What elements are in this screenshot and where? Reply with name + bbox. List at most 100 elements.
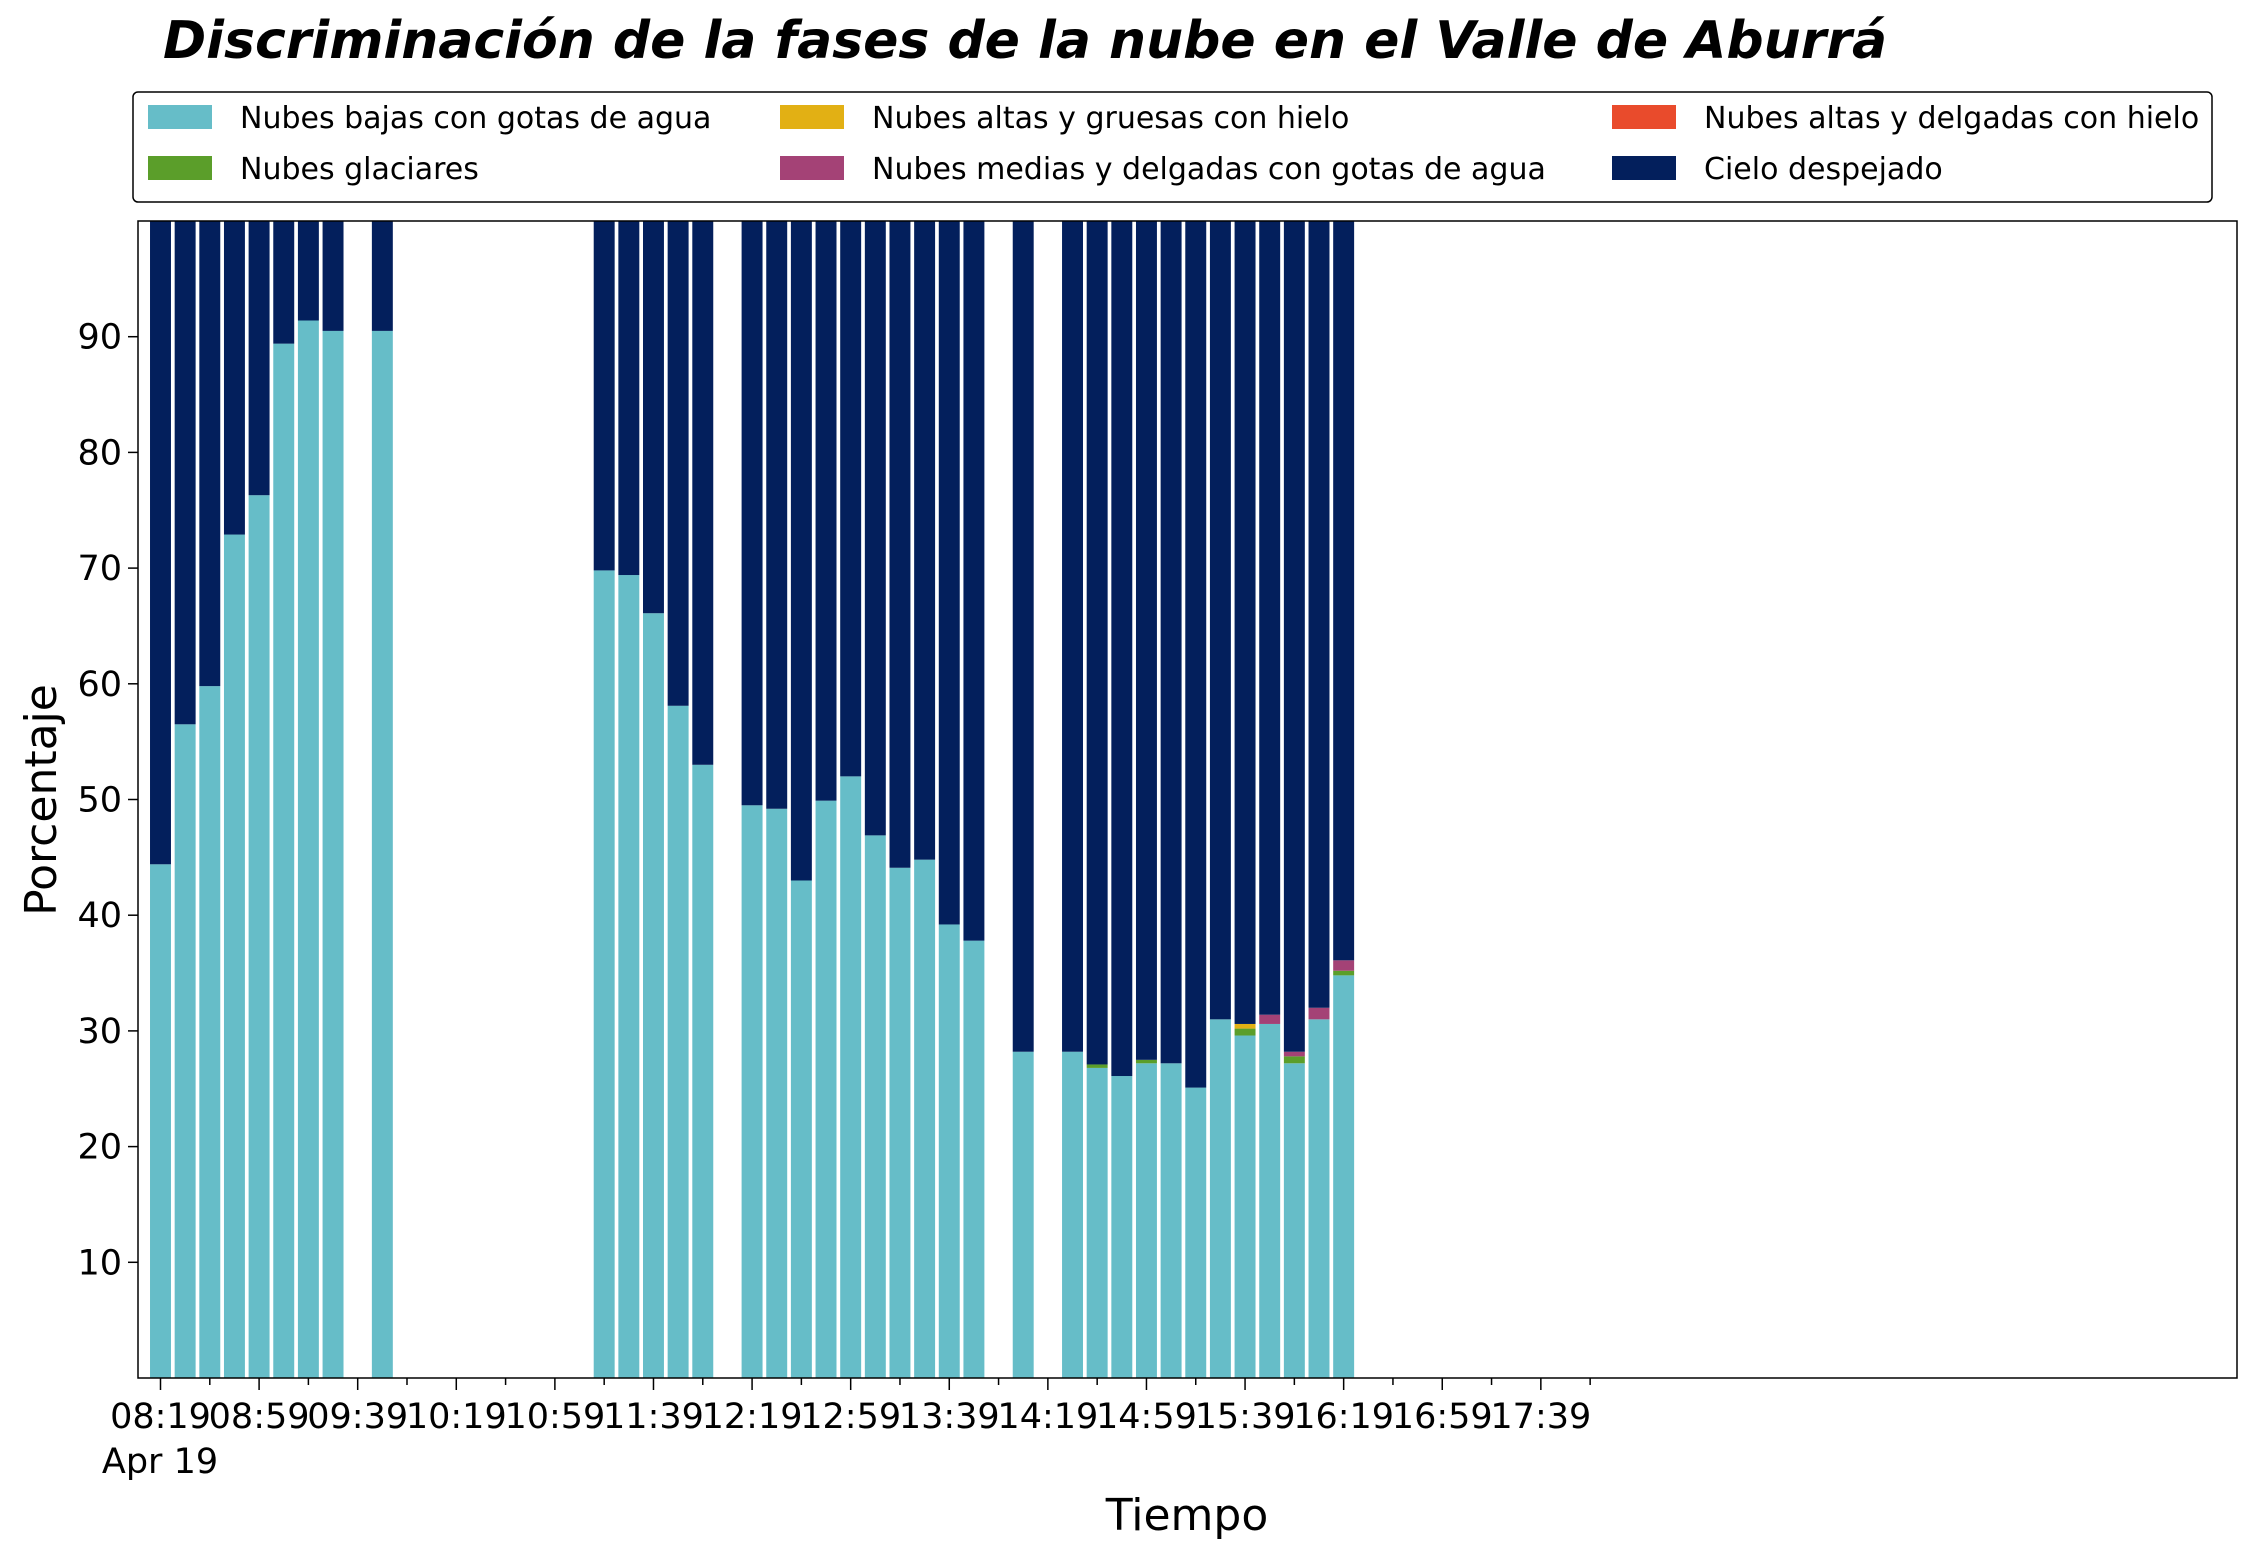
x-tick-label-08:59: 08:59 bbox=[209, 1397, 310, 1437]
bar-segment-15:39-s1 bbox=[1234, 1028, 1256, 1036]
bar-segment-14:09-s5 bbox=[1012, 221, 1034, 1052]
bar-segment-12:49-s0 bbox=[815, 800, 837, 1378]
bar-09:19 bbox=[297, 221, 319, 1378]
bar-segment-12:59-s0 bbox=[840, 776, 862, 1378]
bar-segment-16:19-s1 bbox=[1333, 970, 1355, 976]
bar-segment-11:39-s5 bbox=[643, 221, 664, 614]
bar-segment-15:59-s3 bbox=[1283, 1051, 1305, 1057]
bar-segment-16:09-s3 bbox=[1308, 1007, 1330, 1020]
y-tick-label-90: 90 bbox=[77, 318, 122, 358]
bar-15:49 bbox=[1259, 221, 1281, 1378]
x-tick-label-13:39: 13:39 bbox=[899, 1397, 1000, 1437]
legend-label-5: Cielo despejado bbox=[1704, 152, 1943, 187]
bar-segment-09:09-s5 bbox=[273, 221, 295, 344]
legend-item-1: Nubes glaciares bbox=[148, 152, 479, 187]
y-axis: 10 20 30 40 50 60 70 80 90 bbox=[77, 318, 138, 1283]
bar-segment-09:09-s0 bbox=[273, 343, 295, 1378]
legend-item-5: Cielo despejado bbox=[1612, 152, 1943, 187]
y-tick-label-30: 30 bbox=[77, 1012, 122, 1052]
bar-segment-12:29-s0 bbox=[766, 808, 788, 1378]
bar-13:29 bbox=[914, 221, 936, 1378]
bar-segment-14:59-s5 bbox=[1135, 221, 1157, 1060]
bar-11:49 bbox=[667, 221, 689, 1378]
bar-segment-12:19-s5 bbox=[741, 221, 763, 806]
bar-segment-11:39-s0 bbox=[643, 613, 664, 1378]
bar-11:59 bbox=[692, 221, 714, 1378]
bar-segment-14:29-s0 bbox=[1062, 1051, 1083, 1378]
bar-segment-14:39-s5 bbox=[1086, 221, 1108, 1065]
x-tick-label-17:39: 17:39 bbox=[1490, 1397, 1591, 1437]
bar-08:49 bbox=[223, 221, 245, 1378]
bar-14:49 bbox=[1111, 221, 1133, 1378]
bar-segment-13:39-s5 bbox=[938, 221, 960, 925]
bar-segment-14:49-s0 bbox=[1111, 1076, 1133, 1378]
bar-segment-08:19-s5 bbox=[150, 221, 171, 865]
bar-segment-15:19-s5 bbox=[1185, 221, 1207, 1088]
legend-label-4: Nubes altas y delgadas con hielo bbox=[1704, 101, 2199, 136]
legend-label-1: Nubes glaciares bbox=[240, 152, 479, 187]
bar-segment-16:09-s5 bbox=[1308, 221, 1330, 1008]
bar-segment-13:49-s5 bbox=[963, 221, 985, 941]
legend: Nubes bajas con gotas de agua Nubes glaci… bbox=[132, 91, 2213, 203]
bar-segment-08:39-s0 bbox=[199, 686, 221, 1378]
bar-segment-15:49-s0 bbox=[1259, 1023, 1281, 1378]
x-tick-label-16:59: 16:59 bbox=[1392, 1397, 1493, 1437]
bar-13:49 bbox=[963, 221, 985, 1378]
legend-swatch-4 bbox=[1612, 105, 1676, 129]
bar-14:09 bbox=[1012, 221, 1034, 1378]
bar-segment-09:49-s5 bbox=[371, 221, 393, 331]
bar-12:39 bbox=[790, 221, 812, 1378]
bar-segment-12:39-s5 bbox=[790, 221, 812, 881]
bar-segment-12:59-s5 bbox=[840, 221, 862, 777]
bar-14:59 bbox=[1135, 221, 1157, 1378]
y-tick-label-40: 40 bbox=[77, 896, 122, 936]
bar-12:19 bbox=[741, 221, 763, 1378]
legend-item-4: Nubes altas y delgadas con hielo bbox=[1612, 101, 2199, 136]
bar-11:19 bbox=[593, 221, 615, 1378]
bar-segment-13:29-s0 bbox=[914, 859, 936, 1378]
bar-segment-08:29-s5 bbox=[174, 221, 196, 725]
bar-08:29 bbox=[174, 221, 196, 1378]
bar-segment-09:19-s0 bbox=[297, 320, 319, 1378]
y-tick-label-10: 10 bbox=[77, 1243, 122, 1283]
bar-segment-11:59-s0 bbox=[692, 764, 714, 1378]
bar-segment-13:19-s5 bbox=[889, 221, 911, 868]
bar-segment-12:19-s0 bbox=[741, 805, 763, 1378]
bar-segment-16:19-s3 bbox=[1333, 960, 1355, 971]
bar-segment-11:29-s5 bbox=[618, 221, 640, 576]
bar-segment-09:29-s0 bbox=[322, 330, 344, 1378]
x-tick-label-15:39: 15:39 bbox=[1195, 1397, 1296, 1437]
bar-09:29 bbox=[322, 221, 344, 1378]
bar-segment-13:09-s0 bbox=[864, 835, 886, 1378]
bar-segment-14:39-s1 bbox=[1086, 1064, 1108, 1068]
bar-segment-15:29-s0 bbox=[1209, 1019, 1231, 1378]
bar-15:19 bbox=[1185, 221, 1207, 1378]
bar-segment-08:19-s0 bbox=[150, 864, 171, 1378]
legend-label-2: Nubes altas y gruesas con hielo bbox=[872, 101, 1349, 136]
bar-segment-15:39-s5 bbox=[1234, 221, 1256, 1024]
bar-segment-11:49-s0 bbox=[667, 705, 689, 1378]
bar-segment-13:09-s5 bbox=[864, 221, 886, 836]
legend-item-0: Nubes bajas con gotas de agua bbox=[148, 101, 711, 136]
bar-12:29 bbox=[766, 221, 788, 1378]
chart-title: Discriminación de la fases de la nube en… bbox=[163, 11, 1887, 71]
bar-segment-15:49-s3 bbox=[1259, 1014, 1281, 1024]
x-tick-label-10:59: 10:59 bbox=[504, 1397, 605, 1437]
bar-segment-09:29-s5 bbox=[322, 221, 344, 331]
x-tick-label-10:19: 10:19 bbox=[406, 1397, 507, 1437]
bar-08:39 bbox=[199, 221, 221, 1378]
legend-swatch-3 bbox=[780, 156, 844, 180]
bar-15:39 bbox=[1234, 221, 1256, 1378]
bar-segment-15:59-s1 bbox=[1283, 1056, 1305, 1064]
bar-segment-14:59-s1 bbox=[1135, 1059, 1157, 1064]
legend-swatch-5 bbox=[1612, 156, 1676, 180]
bar-13:09 bbox=[864, 221, 886, 1378]
bar-segment-11:49-s5 bbox=[667, 221, 689, 706]
bar-segment-08:49-s0 bbox=[223, 534, 245, 1378]
y-tick-label-80: 80 bbox=[77, 433, 122, 473]
x-tick-label-12:59: 12:59 bbox=[800, 1397, 901, 1437]
x-tick-label-14:19: 14:19 bbox=[997, 1397, 1098, 1437]
bar-segment-12:49-s5 bbox=[815, 221, 837, 801]
legend-item-3: Nubes medias y delgadas con gotas de agu… bbox=[780, 152, 1546, 187]
y-axis-label: Porcentaje bbox=[16, 684, 67, 916]
